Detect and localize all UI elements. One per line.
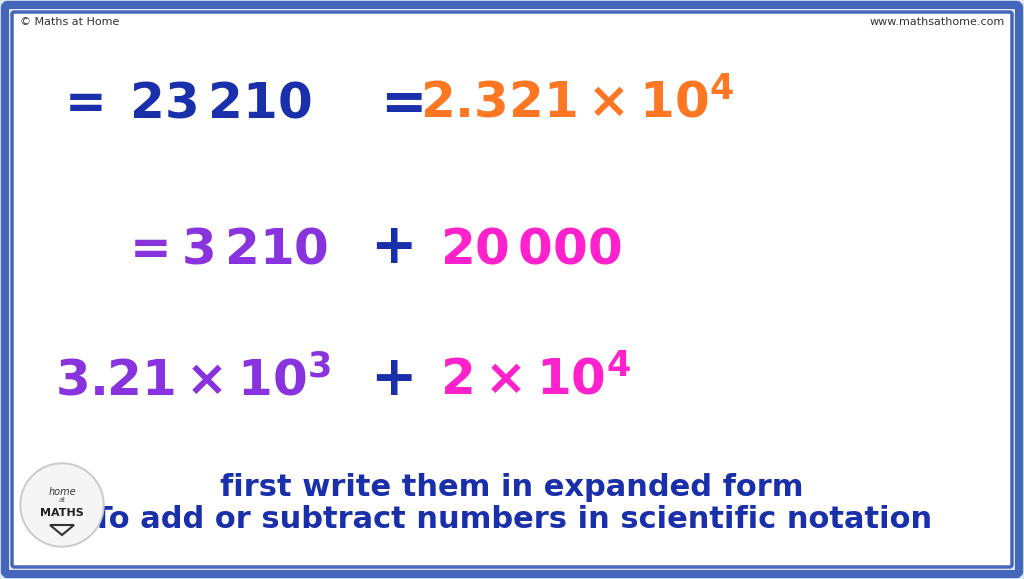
Text: MATHS: MATHS bbox=[40, 508, 84, 518]
Text: $\mathbf{20\,000}$: $\mathbf{20\,000}$ bbox=[440, 225, 622, 273]
Text: To add or subtract numbers in scientific notation: To add or subtract numbers in scientific… bbox=[92, 505, 932, 534]
Text: first write them in expanded form: first write them in expanded form bbox=[220, 474, 804, 503]
Text: $\mathbf{3.21 \times 10^3}$: $\mathbf{3.21 \times 10^3}$ bbox=[55, 356, 331, 405]
Text: $\mathbf{+}$: $\mathbf{+}$ bbox=[370, 221, 413, 275]
Circle shape bbox=[22, 465, 102, 545]
Text: at: at bbox=[58, 497, 66, 503]
Text: $\mathbf{2 \times 10^4}$: $\mathbf{2 \times 10^4}$ bbox=[440, 356, 631, 405]
Text: home: home bbox=[48, 487, 76, 497]
Circle shape bbox=[20, 463, 104, 547]
FancyBboxPatch shape bbox=[5, 5, 1019, 574]
Text: $\mathbf{+}$: $\mathbf{+}$ bbox=[370, 353, 413, 407]
Text: $\mathbf{2.321 \times 10^4}$: $\mathbf{2.321 \times 10^4}$ bbox=[420, 78, 734, 128]
Text: $\mathbf{= \; 23\,210}$: $\mathbf{= \; 23\,210}$ bbox=[55, 80, 311, 128]
Text: © Maths at Home: © Maths at Home bbox=[20, 17, 120, 27]
Text: $\mathbf{=}$: $\mathbf{=}$ bbox=[370, 76, 424, 130]
Text: $\mathbf{= 3\,210}$: $\mathbf{= 3\,210}$ bbox=[120, 225, 329, 273]
Text: www.mathsathome.com: www.mathsathome.com bbox=[869, 17, 1005, 27]
